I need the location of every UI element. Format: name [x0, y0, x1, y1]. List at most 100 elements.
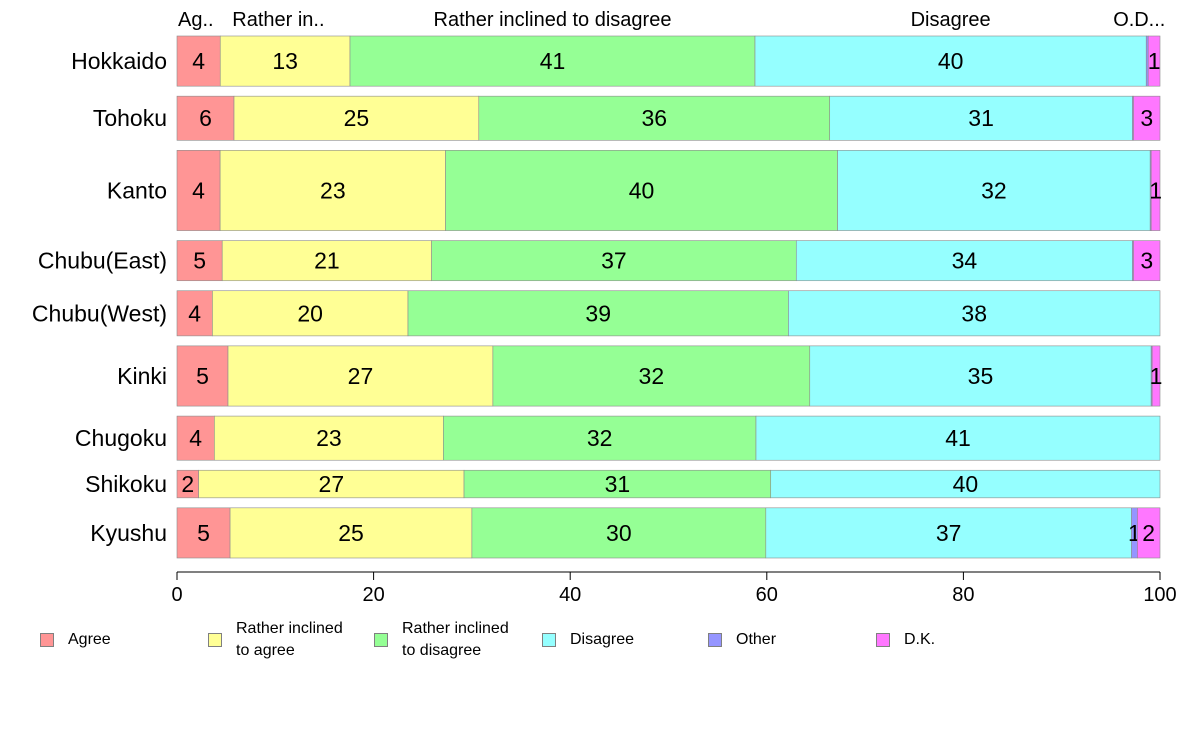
data-label-kyushu-rather-inclined-to-disagree: 30: [606, 520, 632, 546]
legend-item-rather-agree: Rather inclined to agree: [208, 618, 343, 662]
bar-kinki-d-k: [1151, 345, 1161, 407]
bar-chugoku-agree: [176, 415, 215, 461]
legend-swatch-disagree: [542, 633, 556, 647]
category-label-kyushu: Kyushu: [90, 520, 167, 546]
data-label-kinki-agree: 5: [196, 363, 209, 389]
bar-hokkaido-d-k: [1147, 35, 1161, 87]
bar-hokkaido-agree: [176, 35, 221, 87]
data-label-kyushu-d-k: 2: [1142, 520, 1155, 546]
bar-kanto-agree: [176, 150, 221, 231]
x-tick-label-100: 100: [1143, 584, 1176, 606]
legend: Agree Rather inclined to agree Rather in…: [40, 618, 1140, 678]
bar-chubu-west-agree: [176, 290, 213, 337]
legend-label-rather-disagree: Rather inclined to disagree: [402, 620, 509, 659]
bar-kanto-d-k: [1150, 150, 1161, 231]
category-label-chubu-east: Chubu(East): [38, 248, 167, 274]
x-tick-label-20: 20: [362, 584, 384, 606]
data-label-kyushu-disagree: 37: [936, 520, 962, 546]
legend-swatch-rather-disagree: [374, 633, 388, 647]
top-label-rather-inclined-to-disagree: Rather inclined to disagree: [434, 9, 672, 31]
category-label-shikoku: Shikoku: [85, 471, 167, 497]
bar-kinki-rather-inclined-to-disagree: [492, 345, 811, 407]
top-label-rather-inclined-to-agree: Rather in..: [232, 9, 324, 31]
bar-tohoku-rather-inclined-to-disagree: [478, 95, 831, 141]
data-label-chubu-east-disagree: 34: [952, 248, 978, 274]
bar-kyushu-rather-inclined-to-agree: [229, 507, 473, 559]
category-label-tohoku: Tohoku: [93, 105, 167, 131]
data-label-tohoku-disagree: 31: [968, 105, 994, 131]
data-label-shikoku-rather-inclined-to-agree: 27: [319, 471, 345, 497]
data-label-hokkaido-d-k: 1: [1148, 48, 1161, 74]
data-label-tohoku-rather-inclined-to-agree: 25: [344, 105, 370, 131]
top-label-d-k: D...: [1134, 9, 1165, 31]
top-label-agree: Ag..: [178, 9, 214, 31]
bar-kinki-agree: [176, 345, 229, 407]
x-tick-label-40: 40: [559, 584, 581, 606]
bar-chubu-east-agree: [176, 240, 223, 282]
data-label-hokkaido-rather-inclined-to-agree: 13: [272, 48, 298, 74]
legend-label-other: Other: [736, 631, 777, 648]
bar-chubu-east-d-k: [1133, 240, 1161, 282]
data-label-chubu-west-rather-inclined-to-agree: 20: [297, 300, 323, 326]
data-label-chubu-west-rather-inclined-to-disagree: 39: [585, 300, 611, 326]
data-label-kinki-rather-inclined-to-disagree: 32: [639, 363, 665, 389]
data-label-hokkaido-rather-inclined-to-disagree: 41: [540, 48, 566, 74]
data-label-shikoku-disagree: 40: [953, 471, 979, 497]
data-label-chubu-east-rather-inclined-to-disagree: 37: [601, 248, 627, 274]
data-label-kanto-disagree: 32: [981, 177, 1007, 203]
bar-chubu-east-rather-inclined-to-agree: [221, 240, 432, 282]
data-label-chugoku-agree: 4: [189, 425, 202, 451]
x-tick-label-80: 80: [952, 584, 974, 606]
data-label-chubu-west-agree: 4: [188, 300, 201, 326]
bar-kyushu-agree: [176, 507, 231, 559]
data-label-chubu-east-d-k: 3: [1140, 248, 1153, 274]
category-label-kinki: Kinki: [117, 363, 167, 389]
data-label-hokkaido-disagree: 40: [938, 48, 964, 74]
bar-chugoku-rather-inclined-to-disagree: [443, 415, 757, 461]
legend-item-rather-disagree: Rather inclined to disagree: [374, 618, 509, 662]
data-label-chugoku-rather-inclined-to-agree: 23: [316, 425, 342, 451]
data-label-tohoku-d-k: 3: [1140, 105, 1153, 131]
data-label-kyushu-agree: 5: [197, 520, 210, 546]
top-label-other: O..: [1113, 9, 1140, 31]
data-label-chubu-east-agree: 5: [193, 248, 206, 274]
bar-shikoku-disagree: [770, 469, 1161, 499]
data-label-kinki-rather-inclined-to-agree: 27: [348, 363, 374, 389]
bar-chubu-east-rather-inclined-to-disagree: [431, 240, 797, 282]
category-label-chugoku: Chugoku: [75, 425, 167, 451]
legend-swatch-agree: [40, 633, 54, 647]
bar-hokkaido-rather-inclined-to-agree: [219, 35, 351, 87]
category-label-kanto: Kanto: [107, 177, 167, 203]
data-label-tohoku-rather-inclined-to-disagree: 36: [641, 105, 667, 131]
bar-tohoku-agree: [176, 95, 235, 141]
bar-kinki-disagree: [809, 345, 1152, 407]
data-label-chubu-west-disagree: 38: [961, 300, 987, 326]
bar-chubu-west-rather-inclined-to-agree: [212, 290, 409, 337]
bar-kinki-rather-inclined-to-agree: [227, 345, 494, 407]
legend-label-dk: D.K.: [904, 631, 936, 648]
data-label-kanto-rather-inclined-to-agree: 23: [320, 177, 346, 203]
bar-kyushu-d-k: [1137, 507, 1161, 559]
bar-chugoku-disagree: [755, 415, 1161, 461]
legend-item-other: Other: [708, 618, 776, 651]
data-label-tohoku-agree: 6: [199, 105, 212, 131]
data-label-kinki-disagree: 35: [968, 363, 994, 389]
bar-kanto-rather-inclined-to-disagree: [445, 150, 838, 231]
data-label-shikoku-agree: 2: [181, 471, 194, 497]
bar-kanto-disagree: [837, 150, 1151, 231]
bar-tohoku-rather-inclined-to-agree: [233, 95, 480, 141]
legend-item-disagree: Disagree: [542, 618, 634, 651]
bar-hokkaido-disagree: [754, 35, 1147, 87]
data-label-kanto-agree: 4: [192, 177, 205, 203]
bar-chubu-east-disagree: [795, 240, 1133, 282]
x-tick-label-60: 60: [756, 584, 778, 606]
top-label-disagree: Disagree: [911, 9, 991, 31]
legend-swatch-other: [708, 633, 722, 647]
bar-kyushu-rather-inclined-to-disagree: [471, 507, 767, 559]
bar-hokkaido-rather-inclined-to-disagree: [349, 35, 756, 87]
data-label-chugoku-rather-inclined-to-disagree: 32: [587, 425, 613, 451]
bar-shikoku-rather-inclined-to-disagree: [463, 469, 772, 499]
bar-shikoku-rather-inclined-to-agree: [198, 469, 465, 499]
bar-kanto-rather-inclined-to-agree: [219, 150, 446, 231]
